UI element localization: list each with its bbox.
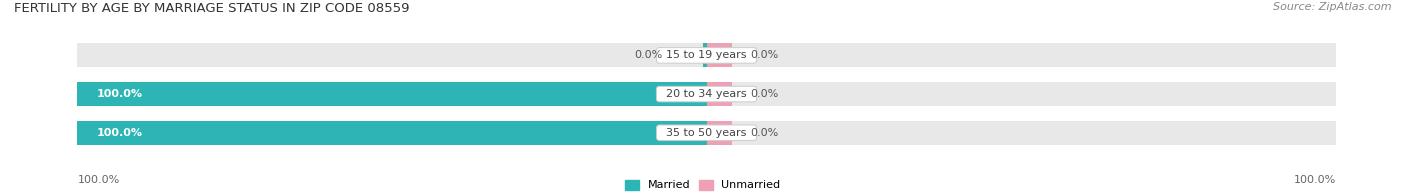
Text: 0.0%: 0.0% bbox=[634, 50, 662, 60]
Text: FERTILITY BY AGE BY MARRIAGE STATUS IN ZIP CODE 08559: FERTILITY BY AGE BY MARRIAGE STATUS IN Z… bbox=[14, 2, 409, 15]
Legend: Married, Unmarried: Married, Unmarried bbox=[626, 180, 780, 191]
Text: Source: ZipAtlas.com: Source: ZipAtlas.com bbox=[1274, 2, 1392, 12]
Bar bbox=[707, 121, 731, 145]
Bar bbox=[77, 43, 1336, 67]
Bar bbox=[77, 121, 707, 145]
Text: 100.0%: 100.0% bbox=[1294, 175, 1336, 185]
Bar bbox=[77, 82, 1336, 106]
Text: 35 to 50 years: 35 to 50 years bbox=[659, 128, 754, 138]
Text: 0.0%: 0.0% bbox=[751, 50, 779, 60]
Bar bbox=[77, 82, 707, 106]
Bar bbox=[77, 121, 1336, 145]
Text: 100.0%: 100.0% bbox=[77, 175, 120, 185]
Text: 100.0%: 100.0% bbox=[96, 89, 142, 99]
Text: 0.0%: 0.0% bbox=[751, 89, 779, 99]
Bar bbox=[703, 43, 707, 67]
Text: 15 to 19 years: 15 to 19 years bbox=[659, 50, 754, 60]
Text: 0.0%: 0.0% bbox=[751, 128, 779, 138]
Bar bbox=[707, 82, 731, 106]
Text: 100.0%: 100.0% bbox=[96, 128, 142, 138]
Text: 20 to 34 years: 20 to 34 years bbox=[659, 89, 754, 99]
Bar bbox=[707, 43, 731, 67]
